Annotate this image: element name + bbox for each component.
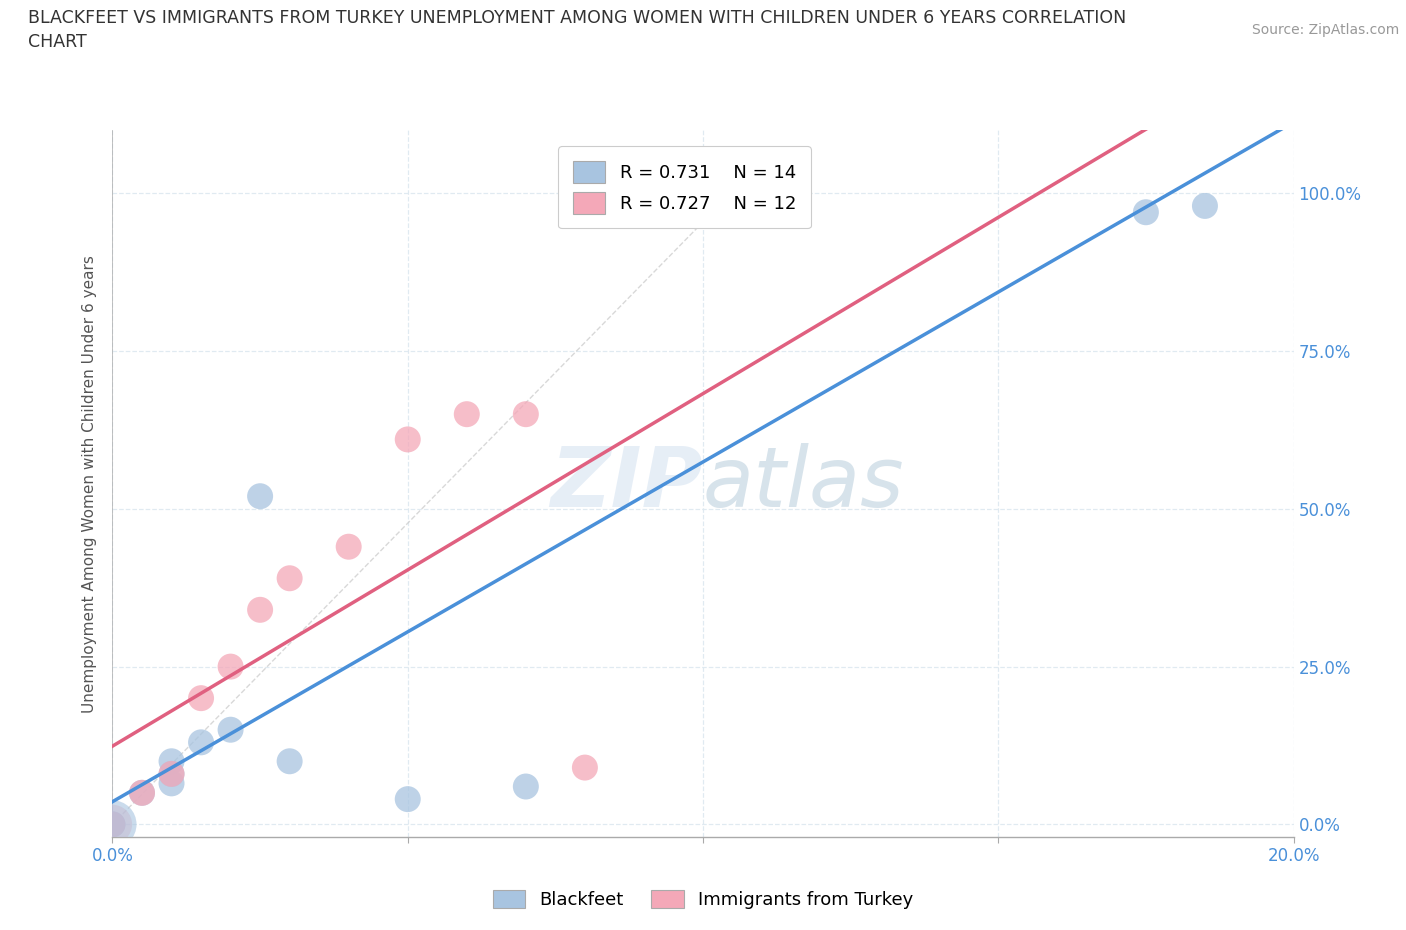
- Point: [278, 754, 301, 769]
- Legend: Blackfeet, Immigrants from Turkey: Blackfeet, Immigrants from Turkey: [485, 883, 921, 916]
- Point: [219, 659, 242, 674]
- Point: [101, 817, 124, 831]
- Point: [396, 791, 419, 806]
- Point: [131, 785, 153, 800]
- Point: [515, 406, 537, 421]
- Point: [160, 776, 183, 790]
- Text: BLACKFEET VS IMMIGRANTS FROM TURKEY UNEMPLOYMENT AMONG WOMEN WITH CHILDREN UNDER: BLACKFEET VS IMMIGRANTS FROM TURKEY UNEM…: [28, 9, 1126, 51]
- Point: [515, 779, 537, 794]
- Point: [190, 735, 212, 750]
- Point: [101, 817, 124, 831]
- Point: [396, 432, 419, 447]
- Point: [131, 785, 153, 800]
- Point: [101, 817, 124, 831]
- Text: Source: ZipAtlas.com: Source: ZipAtlas.com: [1251, 23, 1399, 37]
- Point: [160, 766, 183, 781]
- Text: ZIP: ZIP: [550, 443, 703, 525]
- Point: [337, 539, 360, 554]
- Legend: R = 0.731    N = 14, R = 0.727    N = 12: R = 0.731 N = 14, R = 0.727 N = 12: [558, 146, 811, 228]
- Point: [278, 571, 301, 586]
- Point: [160, 754, 183, 769]
- Point: [1194, 198, 1216, 213]
- Point: [456, 406, 478, 421]
- Point: [633, 186, 655, 201]
- Point: [190, 691, 212, 706]
- Point: [101, 817, 124, 831]
- Point: [249, 489, 271, 504]
- Point: [219, 723, 242, 737]
- Point: [574, 760, 596, 775]
- Point: [160, 766, 183, 781]
- Text: atlas: atlas: [703, 443, 904, 525]
- Point: [249, 603, 271, 618]
- Point: [1135, 205, 1157, 219]
- Y-axis label: Unemployment Among Women with Children Under 6 years: Unemployment Among Women with Children U…: [82, 255, 97, 712]
